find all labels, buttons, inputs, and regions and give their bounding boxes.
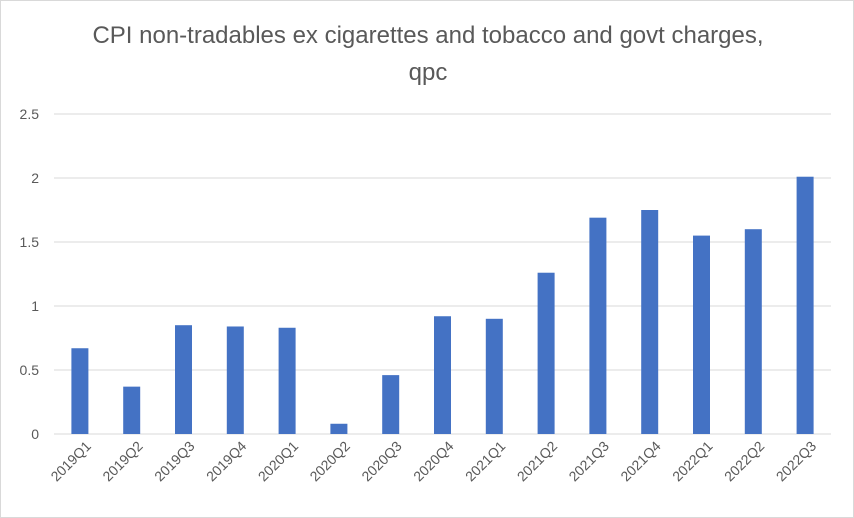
bar-2021Q3: [589, 217, 607, 434]
x-tick-label: 2019Q4: [203, 438, 250, 485]
bar-2020Q3: [382, 375, 400, 434]
x-tick-label: 2020Q4: [410, 438, 457, 485]
bar-2020Q1: [278, 327, 296, 434]
bar-2021Q2: [537, 272, 555, 434]
bar-2020Q4: [434, 316, 451, 434]
x-tick-label: 2019Q1: [47, 438, 94, 485]
x-tick-label: 2021Q3: [565, 438, 612, 485]
x-tick-label: 2019Q3: [151, 438, 198, 485]
x-tick-label: 2021Q4: [617, 438, 664, 485]
x-tick-label: 2021Q1: [462, 438, 509, 485]
bar-2021Q4: [641, 210, 659, 434]
y-axis-labels: 0 0.5 1 1.5 2 2.5: [20, 106, 40, 442]
y-tick-label: 2: [31, 170, 39, 186]
y-tick-label: 0: [31, 426, 39, 442]
chart-title: CPI non-tradables ex cigarettes and toba…: [92, 22, 764, 86]
bar-2022Q2: [744, 229, 762, 434]
x-tick-label: 2022Q1: [669, 438, 716, 485]
y-tick-label: 2.5: [20, 106, 40, 122]
x-tick-label: 2020Q1: [255, 438, 302, 485]
x-tick-label: 2022Q2: [721, 438, 768, 485]
bar-2022Q1: [693, 235, 710, 434]
y-tick-label: 1: [31, 298, 39, 314]
bar-2021Q1: [485, 318, 503, 434]
y-tick-label: 1.5: [20, 234, 40, 250]
bar-2022Q3: [796, 176, 814, 434]
bar-2020Q2: [330, 423, 348, 434]
x-tick-label: 2021Q2: [514, 438, 561, 485]
bar-2019Q2: [123, 386, 141, 434]
x-tick-label: 2020Q2: [306, 438, 353, 485]
y-tick-label: 0.5: [20, 362, 40, 378]
x-axis-labels: 2019Q1 2019Q2 2019Q3 2019Q4 2020Q1 2020Q2 2020…: [47, 438, 819, 485]
bar-2019Q4: [226, 326, 244, 434]
x-tick-label: 2020Q3: [358, 438, 405, 485]
bar-2019Q1: [71, 348, 89, 434]
x-tick-label: 2022Q3: [773, 438, 820, 485]
x-tick-label: 2019Q2: [99, 438, 146, 485]
bars: [71, 176, 814, 434]
bar-2019Q3: [175, 325, 192, 434]
